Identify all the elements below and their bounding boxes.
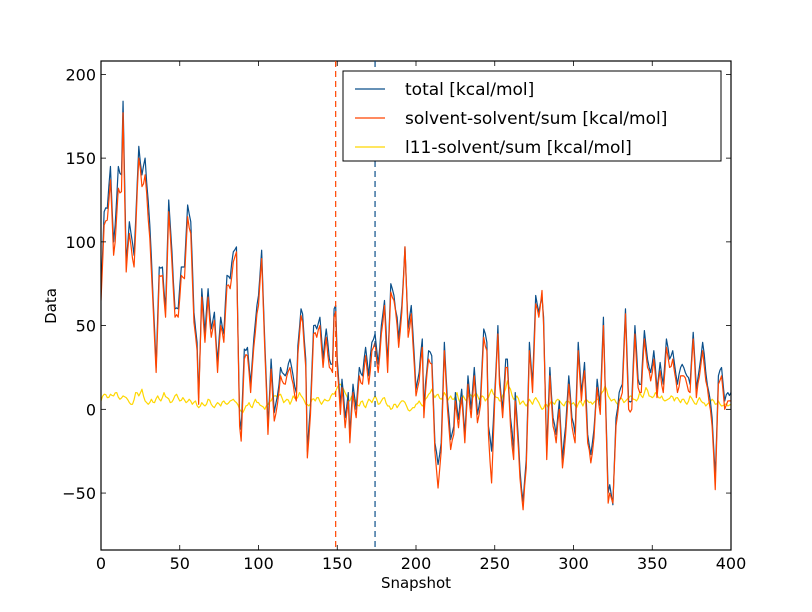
- x-tick-label: 400: [716, 554, 747, 573]
- y-tick-label: 200: [65, 65, 96, 84]
- x-tick-label: 350: [637, 554, 668, 573]
- x-tick-label: 200: [401, 554, 432, 573]
- y-tick-label: 0: [86, 400, 96, 419]
- x-tick-label: 0: [96, 554, 106, 573]
- y-axis-label: Data: [42, 288, 60, 324]
- y-axis: −50 0 50 100 150 200: [62, 65, 731, 503]
- legend-entry-l11-solvent: l11-solvent/sum [kcal/mol]: [405, 138, 632, 158]
- y-tick-label: 100: [65, 233, 96, 252]
- legend: total [kcal/mol] solvent-solvent/sum [kc…: [342, 70, 722, 162]
- x-tick-label: 300: [558, 554, 589, 573]
- series-layer: [101, 100, 731, 511]
- y-tick-label: 50: [76, 317, 96, 336]
- legend-entry-solvent-solvent: solvent-solvent/sum [kcal/mol]: [405, 109, 667, 129]
- y-tick-label: −50: [62, 484, 96, 503]
- series-line-solvent-solvent: [101, 112, 731, 511]
- x-axis: 0 50 100 150 200 250 300 350 400: [96, 61, 746, 573]
- x-tick-label: 50: [170, 554, 190, 573]
- legend-entry-total: total [kcal/mol]: [405, 80, 534, 100]
- y-tick-label: 150: [65, 149, 96, 168]
- series-line-l11-solvent: [101, 380, 731, 414]
- x-tick-label: 250: [479, 554, 510, 573]
- x-axis-label: Snapshot: [381, 574, 451, 592]
- x-tick-label: 150: [322, 554, 353, 573]
- x-tick-label: 100: [243, 554, 274, 573]
- legend-box: [342, 70, 722, 162]
